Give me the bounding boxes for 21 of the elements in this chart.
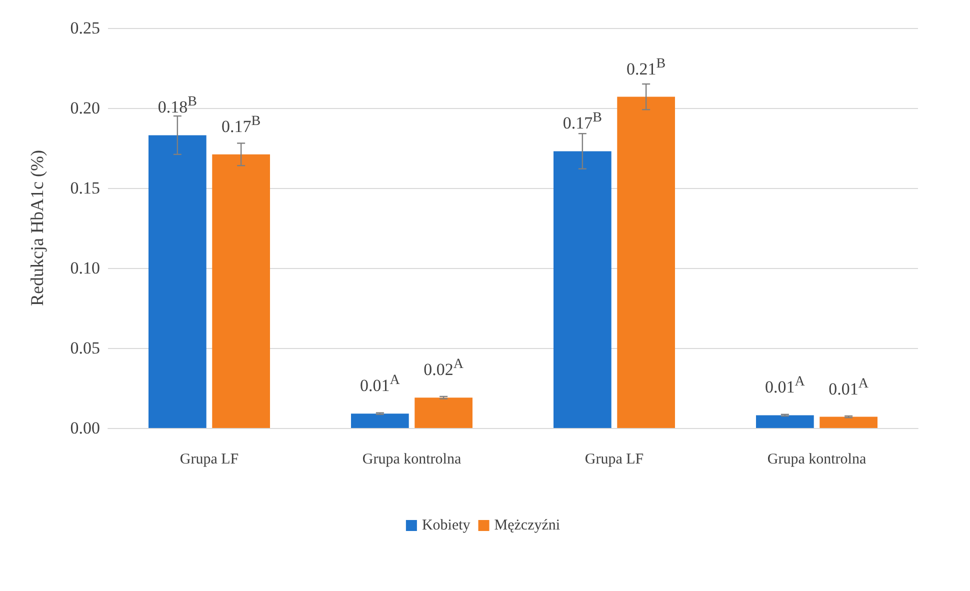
y-tick-label: 0.25 [70, 18, 100, 38]
y-tick-label: 0.15 [70, 178, 100, 198]
y-tick-label: 0.10 [70, 258, 100, 278]
x-tick-label: Grupa LF [584, 452, 644, 468]
bar [617, 96, 675, 428]
legend-label: Kobiety [422, 518, 471, 534]
bar [414, 398, 472, 428]
legend-label: Mężczyźni [494, 518, 560, 534]
y-tick-label: 0.05 [70, 338, 100, 358]
bar [148, 135, 206, 428]
x-tick-label: Grupa kontrolna [362, 452, 462, 468]
bar [820, 416, 878, 428]
bar [554, 151, 612, 428]
x-tick-label: Grupa kontrolna [767, 452, 866, 468]
y-tick-label: 0.00 [70, 418, 100, 438]
y-tick-label: 0.20 [70, 98, 100, 118]
x-tick-label: Grupa LF [180, 452, 239, 468]
y-axis-title: Redukcja HbA1c (%) [27, 150, 47, 306]
bar [351, 414, 409, 428]
bar [756, 415, 814, 428]
bar [212, 154, 270, 428]
